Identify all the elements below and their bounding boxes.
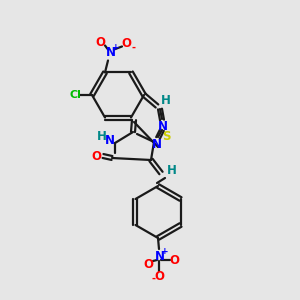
Text: O: O: [121, 37, 131, 50]
Text: O: O: [143, 257, 153, 271]
Text: H: H: [167, 164, 177, 176]
Text: O: O: [154, 269, 164, 283]
Text: N: N: [106, 46, 116, 59]
Text: -: -: [132, 43, 136, 52]
Text: N: N: [105, 134, 115, 146]
Text: +: +: [112, 43, 120, 52]
Text: S: S: [162, 130, 170, 142]
Text: O: O: [95, 36, 105, 49]
Text: N: N: [155, 250, 165, 262]
Text: Cl: Cl: [69, 90, 81, 100]
Text: H: H: [161, 94, 171, 107]
Text: O: O: [91, 149, 101, 163]
Text: N: N: [158, 119, 168, 133]
Text: -: -: [151, 274, 155, 284]
Text: N: N: [152, 137, 162, 151]
Text: O: O: [169, 254, 179, 268]
Text: +: +: [161, 247, 169, 256]
Text: H: H: [97, 130, 107, 143]
